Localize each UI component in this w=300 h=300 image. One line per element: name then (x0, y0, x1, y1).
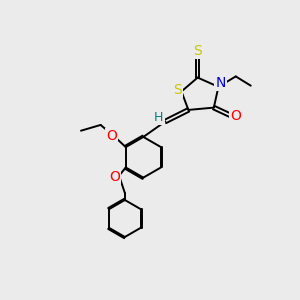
Text: H: H (154, 111, 164, 124)
Text: O: O (109, 170, 120, 184)
Text: S: S (193, 44, 202, 58)
Text: N: N (216, 76, 226, 90)
Text: S: S (173, 83, 182, 97)
Text: O: O (106, 130, 117, 143)
Text: O: O (230, 109, 241, 123)
